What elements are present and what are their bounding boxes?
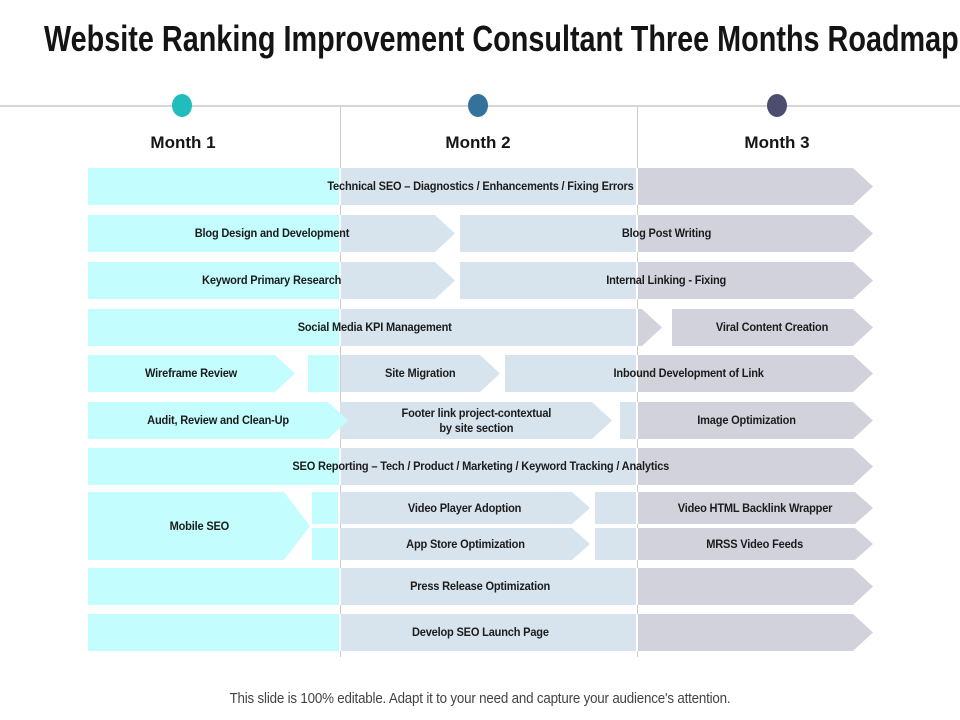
bar-inbound-link-development: Inbound Development of Link bbox=[505, 355, 873, 392]
bar-label: Video Player Adoption bbox=[408, 500, 522, 515]
month3-dot bbox=[767, 94, 787, 117]
bar-video-html-backlink: Video HTML Backlink Wrapper bbox=[595, 492, 873, 524]
bar-label: Inbound Development of Link bbox=[613, 366, 765, 380]
bar-app-store-optimization: App Store Optimization bbox=[340, 528, 590, 560]
bar-label: Keyword Primary Research bbox=[201, 273, 342, 287]
month3-label: Month 3 bbox=[744, 133, 810, 152]
bar-footer-link-contextual: Footer link project-contextual by site s… bbox=[340, 402, 612, 439]
bar-site-migration: Site Migration bbox=[341, 355, 500, 392]
bar-mobile-seo: Mobile SEO bbox=[88, 492, 310, 560]
bar-internal-linking: Internal Linking - Fixing bbox=[460, 262, 873, 299]
bar-label: Wireframe Review bbox=[145, 366, 238, 380]
bar-label: App Store Optimization bbox=[405, 536, 525, 551]
bar-label: Press Release Optimization bbox=[410, 579, 551, 593]
bar-label: Footer link project-contextual by site s… bbox=[401, 406, 551, 436]
month2-dot bbox=[468, 94, 488, 117]
bar-label: SEO Reporting – Tech / Product / Marketi… bbox=[292, 459, 669, 473]
bar-label: Viral Content Creation bbox=[716, 320, 829, 334]
bar-label: Blog Design and Development bbox=[194, 226, 349, 240]
bar-keyword-research: Keyword Primary Research bbox=[88, 262, 455, 299]
bar-connector-month1 bbox=[312, 528, 338, 560]
page-title: Website Ranking Improvement Consultant T… bbox=[44, 18, 959, 59]
bar-wireframe-review: Wireframe Review bbox=[88, 355, 295, 392]
bar-social-media-kpi: Social Media KPI Management bbox=[88, 309, 662, 346]
bar-label: Internal Linking - Fixing bbox=[606, 273, 727, 287]
bar-mrss-video-feeds: MRSS Video Feeds bbox=[595, 528, 873, 560]
bar-label: Video HTML Backlink Wrapper bbox=[677, 500, 833, 515]
month1-dot bbox=[172, 94, 192, 117]
bar-audit-cleanup: Audit, Review and Clean-Up bbox=[88, 402, 348, 439]
bar-connector-month1 bbox=[308, 355, 339, 392]
bar-label-line2: by site section bbox=[439, 420, 513, 435]
bar-viral-content: Viral Content Creation bbox=[672, 309, 873, 346]
bar-develop-seo-launch-page: Develop SEO Launch Page bbox=[88, 614, 873, 651]
bar-press-release-optimization: Press Release Optimization bbox=[88, 568, 873, 605]
footer-note: This slide is 100% editable. Adapt it to… bbox=[229, 691, 731, 707]
bar-label: Mobile SEO bbox=[169, 518, 229, 533]
bar-blog-design: Blog Design and Development bbox=[88, 215, 455, 252]
bar-technical-seo: Technical SEO – Diagnostics / Enhancemen… bbox=[88, 168, 873, 205]
bar-label: Technical SEO – Diagnostics / Enhancemen… bbox=[327, 179, 634, 193]
bar-label: Image Optimization bbox=[697, 413, 796, 427]
bar-image-optimization: Image Optimization bbox=[620, 402, 873, 439]
bar-label: Social Media KPI Management bbox=[298, 320, 452, 334]
bar-label: Site Migration bbox=[385, 366, 456, 380]
bar-seo-reporting: SEO Reporting – Tech / Product / Marketi… bbox=[88, 448, 873, 485]
bar-label: Develop SEO Launch Page bbox=[412, 625, 549, 639]
bar-connector-month1 bbox=[312, 492, 338, 524]
bar-label: Blog Post Writing bbox=[621, 226, 712, 240]
month2-label: Month 2 bbox=[445, 133, 511, 152]
month-divider-1 bbox=[340, 107, 341, 657]
bar-label: Audit, Review and Clean-Up bbox=[147, 413, 289, 427]
bar-blog-post-writing: Blog Post Writing bbox=[460, 215, 873, 252]
bar-label: MRSS Video Feeds bbox=[706, 536, 804, 551]
month1-label: Month 1 bbox=[150, 133, 216, 152]
bar-video-player-adoption: Video Player Adoption bbox=[340, 492, 590, 524]
bar-label-line1: Footer link project-contextual bbox=[401, 405, 551, 420]
